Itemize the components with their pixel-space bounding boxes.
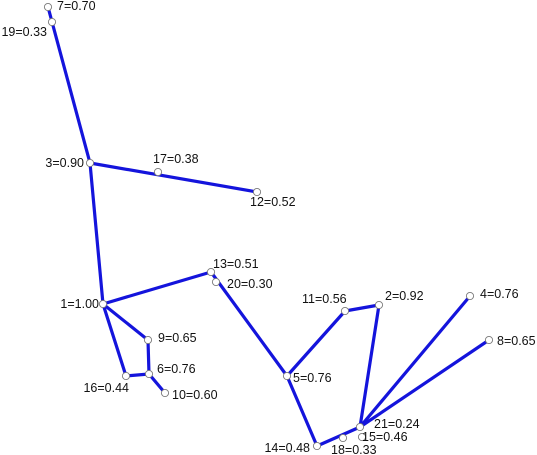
node-label-1: 1=1.00	[60, 297, 99, 311]
node-label-20: 20=0.30	[227, 277, 273, 291]
node-12	[252, 187, 262, 197]
node-label-5: 5=0.76	[293, 371, 332, 385]
node-6	[144, 369, 154, 379]
node-15	[357, 432, 367, 442]
node-7	[43, 2, 53, 12]
node-label-19: 19=0.33	[1, 25, 47, 39]
node-label-3: 3=0.90	[45, 156, 84, 170]
node-18	[338, 433, 348, 443]
edge-13-5	[209, 270, 289, 378]
node-2	[374, 300, 384, 310]
node-label-10: 10=0.60	[172, 388, 218, 402]
node-21	[355, 422, 365, 432]
node-11	[340, 306, 350, 316]
node-20	[211, 277, 221, 287]
node-10	[160, 388, 170, 398]
edge-21-4	[358, 294, 472, 429]
node-8	[484, 335, 494, 345]
edge-7-3	[46, 5, 92, 165]
node-9	[143, 335, 153, 345]
edge-2-21	[358, 303, 381, 429]
node-label-14: 14=0.48	[264, 441, 310, 455]
node-label-16: 16=0.44	[83, 381, 129, 395]
edge-5-14	[285, 374, 319, 448]
edge-3-1	[88, 161, 105, 306]
node-label-7: 7=0.70	[57, 0, 96, 13]
edge-6-10	[147, 372, 167, 395]
edge-1-9	[101, 302, 150, 342]
node-layer	[43, 2, 494, 451]
edge-21-8	[358, 338, 491, 429]
node-label-6: 6=0.76	[157, 362, 196, 376]
node-label-2: 2=0.92	[385, 289, 424, 303]
node-label-9: 9=0.65	[158, 331, 197, 345]
node-16	[121, 371, 131, 381]
node-label-17: 17=0.38	[153, 152, 199, 166]
node-17	[153, 167, 163, 177]
edge-9-6	[146, 338, 151, 376]
edge-layer	[46, 5, 491, 448]
node-4	[465, 291, 475, 301]
edge-5-11	[285, 309, 347, 378]
edge-11-2	[343, 303, 381, 313]
node-label-18: 18=0.33	[331, 443, 377, 455]
node-label-15: 15=0.46	[362, 430, 408, 444]
node-label-8: 8=0.65	[497, 334, 536, 348]
edge-3-12	[88, 161, 259, 194]
node-label-4: 4=0.76	[480, 287, 519, 301]
node-14	[312, 441, 322, 451]
edge-14-21	[315, 425, 362, 448]
node-label-13: 13=0.51	[213, 257, 259, 271]
node-3	[85, 158, 95, 168]
node-1	[98, 299, 108, 309]
node-13	[206, 267, 216, 277]
node-label-11: 11=0.56	[302, 292, 347, 306]
edge-1-13	[101, 270, 213, 306]
node-label-21: 21=0.24	[374, 417, 420, 431]
node-5	[282, 371, 292, 381]
edge-1-16	[101, 302, 128, 378]
node-label-12: 12=0.52	[250, 195, 296, 209]
node-19	[47, 17, 57, 27]
